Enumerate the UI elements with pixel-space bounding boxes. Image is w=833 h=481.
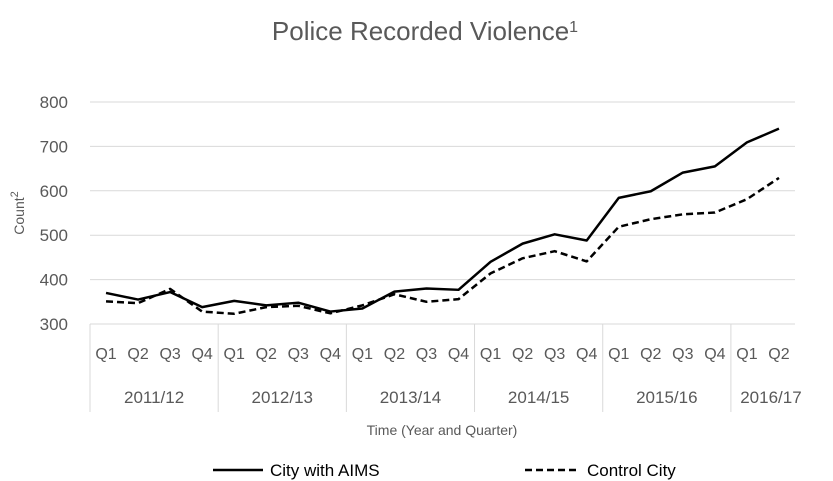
x-tick-label: Q1 (95, 346, 116, 363)
x-tick-label: Q3 (288, 346, 309, 363)
x-tick-label: Q4 (576, 346, 597, 363)
x-tick-label: Q2 (384, 346, 405, 363)
y-tick-label: 800 (40, 93, 68, 112)
chart-title: Police Recorded Violence1 (272, 16, 578, 46)
year-group-label: 2012/13 (252, 388, 313, 407)
x-tick-label: Q3 (416, 346, 437, 363)
x-tick-label: Q2 (256, 346, 277, 363)
x-tick-label: Q2 (512, 346, 533, 363)
y-axis-title-superscript: 2 (9, 191, 21, 197)
legend: City with AIMS Control City (213, 461, 676, 480)
x-tick-label: Q4 (191, 346, 212, 363)
x-tick-label: Q1 (352, 346, 373, 363)
legend-label: City with AIMS (270, 461, 380, 480)
y-axis-title: Count2 (9, 191, 27, 234)
y-tick-label: 400 (40, 271, 68, 290)
chart-title-text: Police Recorded Violence (272, 16, 569, 46)
series-lines (105, 127, 780, 316)
x-tick-label: Q3 (159, 346, 180, 363)
grid-lines (90, 101, 795, 281)
x-tick-label: Q3 (544, 346, 565, 363)
y-tick-label: 300 (40, 315, 68, 334)
x-tick-label: Q1 (224, 346, 245, 363)
x-tick-label: Q2 (640, 346, 661, 363)
series-line-city-with-aims (105, 127, 780, 313)
year-group-label: 2013/14 (380, 388, 441, 407)
year-group-label: 2016/17 (740, 388, 801, 407)
year-group-label: 2014/15 (508, 388, 569, 407)
chart-title-superscript: 1 (569, 19, 578, 36)
x-tick-label: Q1 (736, 346, 757, 363)
y-axis-ticks: 300 400 500 600 700 800 (40, 93, 68, 334)
year-group-label: 2011/12 (124, 388, 184, 407)
legend-label: Control City (587, 461, 676, 480)
x-tick-label: Q4 (448, 346, 469, 363)
x-tick-label: Q1 (480, 346, 501, 363)
y-axis-title-text: Count (11, 197, 27, 234)
x-tick-label: Q1 (608, 346, 629, 363)
y-tick-label: 500 (40, 226, 68, 245)
x-axis: Q1 Q2 Q3 Q4 Q1 Q2 Q3 Q4 Q1 Q2 Q3 Q4 Q1 Q2 Q3 Q4 Q1 Q2 Q3 Q4… (89, 323, 802, 412)
series-line-control-city (105, 176, 780, 316)
x-tick-label: Q2 (127, 346, 148, 363)
x-tick-label: Q3 (672, 346, 693, 363)
x-tick-label: Q4 (704, 346, 725, 363)
y-tick-label: 700 (40, 137, 68, 156)
x-tick-label: Q4 (320, 346, 341, 363)
x-tick-label: Q2 (768, 346, 789, 363)
x-axis-title: Time (Year and Quarter) (367, 422, 518, 438)
y-tick-label: 600 (40, 182, 68, 201)
year-group-label: 2015/16 (636, 388, 697, 407)
